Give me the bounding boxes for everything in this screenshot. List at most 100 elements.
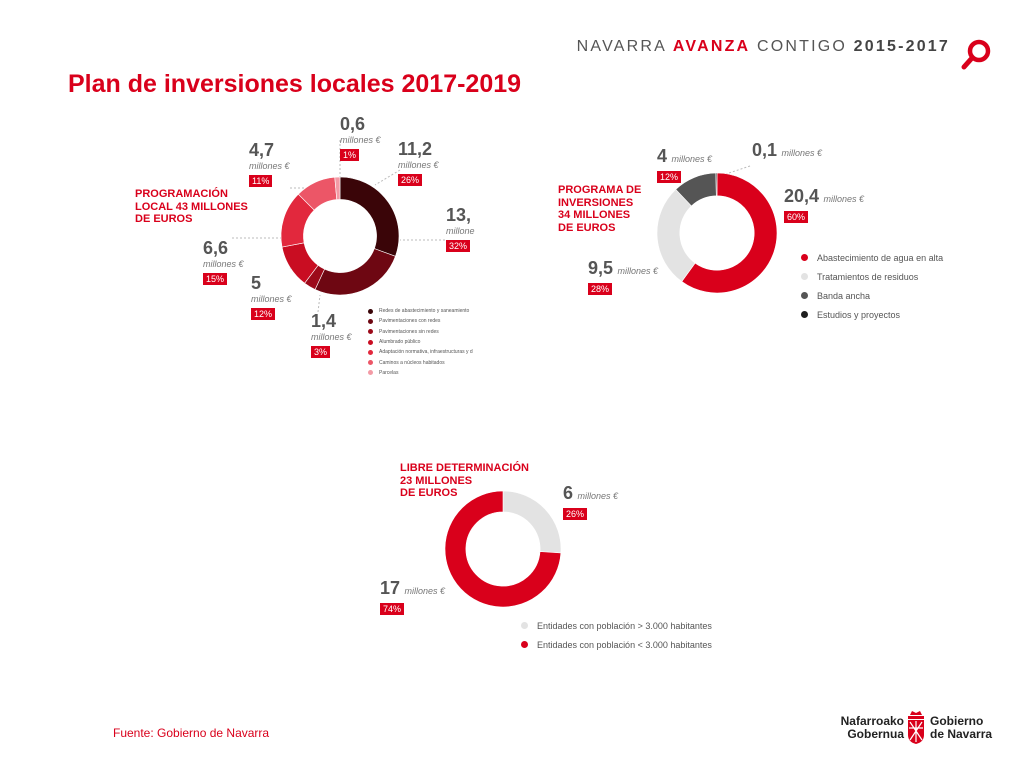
unit: millone (446, 226, 475, 236)
unit: millones € (311, 332, 352, 342)
legend-dot (368, 329, 373, 335)
legend-label: Entidades con población < 3.000 habitant… (537, 639, 712, 650)
logo-text-basque: Nafarroako Gobernua (838, 715, 904, 741)
chart3-label-menor: 17 millones € 74% (380, 578, 445, 617)
chart1-title: PROGRAMACIÓN LOCAL 43 MILLONES DE EUROS (135, 188, 248, 226)
legend-item: Tratamientos de residuos (801, 267, 943, 286)
search-icon[interactable] (960, 38, 992, 72)
chart2-title-line: INVERSIONES (558, 196, 634, 209)
chart1-label-pavimentaciones-con-redes: 11,2 millones € 26% (398, 139, 439, 188)
percent-badge: 1% (340, 149, 360, 161)
legend-label: Estudios y proyectos (817, 309, 901, 320)
chart2-label-agua: 20,4 millones € 60% (784, 186, 864, 225)
legend-item: Caminos a núcleos habitados (368, 357, 473, 367)
value: 6 (563, 483, 574, 503)
unit: millones € (251, 294, 292, 304)
legend-item: Redes de abastecimiento y saneamiento (368, 306, 473, 316)
unit: millones € (203, 259, 244, 269)
legend-item: Entidades con población > 3.000 habitant… (521, 616, 712, 635)
chart1-label-redes: 13, millone 32% (446, 205, 476, 254)
value: 6,6 (203, 238, 229, 258)
legend-label: Tratamientos de residuos (817, 271, 919, 282)
page-title: Plan de inversiones locales 2017-2019 (68, 70, 522, 98)
chart2-title-line: PROGRAMA DE (558, 184, 642, 196)
legend-dot (368, 318, 373, 324)
legend-item: Pavimentaciones con redes (368, 316, 473, 326)
donut-slice-0 (681, 172, 778, 294)
unit: millones € (249, 161, 290, 171)
legend-dot (801, 273, 808, 280)
unit: millones € (823, 194, 865, 204)
logo-line: Gobierno (930, 714, 984, 728)
value: 4 (657, 146, 668, 166)
logo-line: Nafarroako (840, 714, 904, 728)
chart1-legend: Redes de abastecimiento y saneamiento Pa… (368, 306, 473, 378)
donut-slice-0 (502, 490, 562, 554)
legend-dot (368, 308, 373, 314)
legend-label: Caminos a núcleos habitados (379, 359, 445, 366)
value: 13, (446, 205, 472, 225)
chart3-title: LIBRE DETERMINACIÓN 23 MILLONES DE EUROS (400, 462, 529, 500)
unit: millones € (340, 135, 381, 145)
chart3-title-line: LIBRE DETERMINACIÓN (400, 462, 529, 474)
chart2-legend: Abastecimiento de agua en alta Tratamien… (801, 248, 943, 324)
tagline-years: 2015-2017 (853, 38, 950, 55)
value: 9,5 (588, 258, 614, 278)
chart1-donut (280, 176, 400, 296)
donut-slice-0 (339, 176, 400, 257)
chart3-label-mayor: 6 millones € 26% (563, 483, 618, 522)
legend-label: Abastecimiento de agua en alta (817, 252, 944, 263)
unit: millones € (617, 266, 659, 276)
legend-label: Adaptación normativa, infraestructuras y… (379, 349, 473, 356)
legend-item: Entidades con población < 3.000 habitant… (521, 635, 712, 654)
legend-label: Parcelas (379, 369, 399, 376)
chart1-label-pavimentaciones-sin-redes: 1,4 millones € 3% (311, 311, 352, 360)
value: 0,1 (752, 140, 778, 160)
tagline-prefix: NAVARRA (576, 38, 673, 55)
legend-item: Alumbrado público (368, 337, 473, 347)
unit: millones € (577, 491, 618, 501)
legend-dot (368, 370, 373, 376)
chart1-label-parcelas: 0,6 millones € 1% (340, 114, 381, 163)
value: 5 (251, 273, 262, 293)
legend-label: Pavimentaciones con redes (379, 318, 441, 325)
coat-of-arms-icon (908, 711, 924, 744)
percent-badge: 28% (588, 283, 613, 295)
logo-line: Gobernua (847, 727, 904, 741)
chart1-title-line: DE EUROS (135, 213, 193, 225)
legend-item: Banda ancha (801, 286, 943, 305)
tagline-middle: CONTIGO (750, 38, 854, 55)
donut-slice-6 (334, 176, 341, 200)
value: 11,2 (398, 139, 433, 159)
chart2-title-line: 34 MILLONES (558, 209, 631, 221)
donut-slice-1 (444, 490, 562, 608)
value: 0,6 (340, 114, 366, 134)
value: 1,4 (311, 311, 337, 331)
logo-text-spanish: Gobierno de Navarra (930, 715, 992, 741)
chart3-donut (444, 490, 562, 608)
legend-dot (801, 254, 808, 261)
percent-badge: 60% (784, 211, 809, 223)
legend-dot (801, 311, 808, 318)
legend-dot (368, 339, 373, 345)
chart2-donut (656, 172, 778, 294)
chart1-label-caminos: 4,7 millones € 11% (249, 140, 290, 189)
chart1-label-alumbrado: 5 millones € 12% (251, 273, 292, 322)
legend-label: Alumbrado público (379, 339, 421, 346)
legend-label: Redes de abastecimiento y saneamiento (379, 308, 470, 315)
legend-item: Adaptación normativa, infraestructuras y… (368, 347, 473, 357)
legend-label: Banda ancha (817, 290, 871, 301)
donut-slice-3 (715, 172, 718, 197)
percent-badge: 74% (380, 603, 405, 615)
legend-dot (368, 349, 373, 355)
chart3-title-line: 23 MILLONES (400, 474, 473, 487)
chart2-title-line: DE EUROS (558, 221, 616, 234)
unit: millones € (398, 160, 439, 170)
donut-slice-1 (314, 248, 396, 296)
percent-badge: 26% (563, 508, 588, 520)
tagline: NAVARRA AVANZA CONTIGO 2015-2017 (560, 38, 950, 56)
gobierno-navarra-logo: Nafarroako Gobernua Gobierno de Navarra (838, 707, 998, 747)
legend-label: Entidades con población > 3.000 habitant… (537, 620, 712, 631)
tagline-highlight: AVANZA (672, 38, 751, 55)
